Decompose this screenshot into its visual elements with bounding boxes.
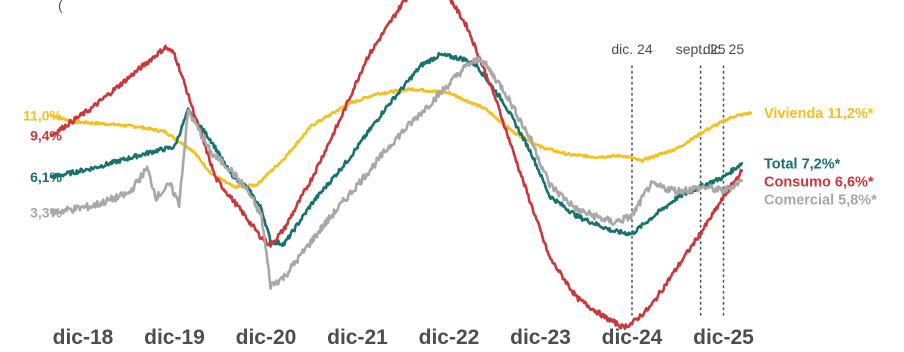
start-label-consumo: 9,4% [30,128,62,144]
series-line-comercial [49,56,744,290]
x-tick-label: dic-23 [510,326,571,349]
end-label-consumo: Consumo 6,6%* [764,174,874,190]
end-label-vivienda: Vivienda 11,2%* [764,106,874,122]
x-tick-label: dic-21 [327,326,388,349]
x-tick-label: dic-18 [53,326,114,349]
series-line-consumo [49,0,744,330]
top-text: ( [58,0,63,13]
x-axis-ticks: dic-18 dic-19 dic-20 dic-21 dic-22 dic-23 dic-… [53,326,755,349]
series-line-vivienda [49,87,753,190]
x-tick-label: dic-19 [144,326,205,349]
marker-label: dic. 24 [611,41,652,57]
start-label-total: 6,1% [30,169,62,185]
start-label-comercial: 3,3% [30,204,62,220]
x-tick-label: dic-25 [693,326,754,349]
x-tick-label: dic-20 [236,326,297,349]
series-lines [49,0,753,330]
start-label-vivienda: 11,0% [23,107,62,123]
start-labels: 11,0% 6,1% 9,4% 3,3% [23,107,62,220]
marker-label: sept. 25 [676,41,726,57]
x-tick-label: dic-22 [419,326,480,349]
end-label-comercial: Comercial 5,8%* [764,192,877,208]
series-line-total [49,52,744,248]
end-label-total: Total 7,2%* [764,156,841,172]
marker-label: dic. 25 [703,41,744,57]
x-tick-label: dic-24 [602,326,663,349]
end-labels: Vivienda 11,2%* Total 7,2%* Consumo 6,6%* C… [764,106,877,208]
